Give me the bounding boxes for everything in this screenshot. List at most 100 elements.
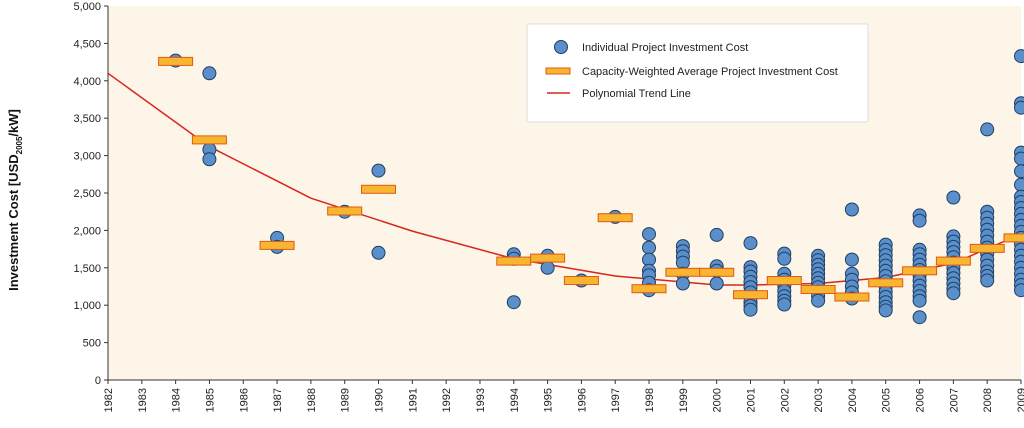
x-tick-label: 1997 (610, 388, 622, 412)
data-point (202, 152, 217, 167)
data-point (777, 251, 792, 266)
y-axis-label-suffix: /kW] (6, 109, 21, 136)
data-point (675, 276, 690, 291)
x-tick-label: 1987 (272, 388, 284, 412)
x-tick-label: 2005 (881, 388, 893, 412)
trend-layer (107, 72, 1022, 286)
average-bar (361, 184, 396, 194)
x-tick-label: 1984 (171, 388, 183, 412)
avg-layer (158, 56, 1024, 302)
data-point (743, 236, 758, 251)
average-bar (665, 267, 701, 277)
data-point (946, 190, 961, 205)
data-point (642, 227, 656, 242)
data-point (371, 163, 386, 178)
x-tick-label: 1982 (103, 388, 115, 412)
data-point (1014, 177, 1024, 192)
y-axis-ticks: 0 500 1,000 1,500 2,000 2,500 3,000 3,500 4,000 4… (73, 1, 108, 387)
x-tick-label: 1986 (238, 388, 250, 412)
data-point (1014, 49, 1024, 64)
legend-bar-icon (545, 67, 571, 75)
data-point (540, 260, 555, 275)
data-point (709, 227, 724, 242)
data-point (743, 302, 758, 317)
y-tick-label: 2,000 (73, 225, 101, 237)
x-tick-label: 1993 (475, 388, 487, 412)
legend-label-trend: Polynomial Trend Line (582, 88, 691, 100)
x-axis-ticks: 1982 1983 1984 1985 1986 1987 1988 1989 1990 1991… (103, 380, 1024, 413)
y-axis-label-subscript: 2005 (15, 136, 24, 154)
average-bar (800, 285, 836, 294)
average-bar (597, 213, 633, 223)
data-point (1014, 164, 1024, 179)
average-bar (969, 243, 1005, 253)
average-bar (699, 267, 735, 277)
average-bar (327, 206, 363, 216)
x-tick-label: 2007 (948, 388, 960, 412)
y-tick-label: 3,500 (73, 113, 101, 125)
data-point (912, 213, 927, 228)
average-bar (733, 290, 768, 300)
x-tick-label: 1992 (441, 388, 453, 412)
x-tick-label: 1983 (137, 388, 149, 412)
average-bar (631, 284, 667, 294)
data-point (844, 252, 859, 267)
data-point (1014, 100, 1024, 115)
x-tick-label: 1996 (576, 388, 588, 412)
x-tick-label: 1988 (306, 388, 318, 412)
y-tick-label: 2,500 (73, 188, 101, 200)
x-tick-label: 2000 (712, 388, 724, 412)
average-bar (158, 56, 194, 66)
data-point (980, 273, 995, 288)
y-tick-label: 1,000 (73, 300, 101, 312)
x-tick-label: 2008 (982, 388, 994, 412)
average-bar (496, 256, 532, 266)
x-tick-label: 2002 (779, 388, 791, 412)
average-bar (902, 266, 938, 276)
data-point (912, 293, 927, 308)
data-point (642, 240, 656, 255)
average-bar (935, 256, 971, 266)
data-point (506, 295, 521, 310)
data-point (878, 303, 893, 318)
data-point (371, 245, 386, 260)
data-point (709, 276, 724, 291)
legend-box (526, 23, 869, 123)
data-point (811, 293, 826, 308)
y-axis-label-main: Investment Cost [USD (6, 154, 21, 291)
y-axis-label: Investment Cost [USD2005/kW] (6, 109, 24, 291)
y-tick-label: 1,500 (73, 263, 101, 275)
x-tick-label: 1990 (374, 388, 386, 412)
average-bar (868, 278, 904, 288)
average-bar (1003, 233, 1024, 243)
data-point (202, 66, 217, 81)
x-tick-label: 1998 (644, 388, 656, 412)
y-tick-label: 5,000 (73, 1, 101, 13)
data-point (844, 202, 859, 217)
y-tick-label: 4,500 (73, 38, 101, 50)
x-tick-label: 2006 (915, 388, 927, 412)
x-tick-label: 2004 (847, 388, 859, 412)
x-tick-label: 1994 (509, 388, 521, 412)
legend: Individual Project Investment Cost Capac… (526, 23, 869, 123)
x-tick-label: 2001 (746, 388, 758, 412)
y-tick-label: 500 (83, 338, 101, 350)
x-tick-label: 1991 (407, 388, 419, 412)
average-bar (563, 276, 599, 285)
data-point (1014, 283, 1024, 298)
legend-point-icon (554, 40, 568, 54)
legend-label-points: Individual Project Investment Cost (582, 42, 748, 54)
x-tick-label: 1995 (543, 388, 555, 412)
y-tick-label: 3,000 (73, 151, 101, 163)
legend-label-average: Capacity-Weighted Average Project Invest… (582, 66, 838, 78)
data-point (980, 122, 995, 137)
average-bar (259, 240, 295, 250)
trend-line (107, 72, 1022, 286)
x-tick-label: 1999 (678, 388, 690, 412)
x-tick-label: 2003 (813, 388, 825, 412)
data-point (946, 286, 961, 301)
y-tick-label: 4,000 (73, 76, 101, 88)
x-tick-label: 1985 (204, 388, 216, 412)
data-point (777, 297, 792, 312)
